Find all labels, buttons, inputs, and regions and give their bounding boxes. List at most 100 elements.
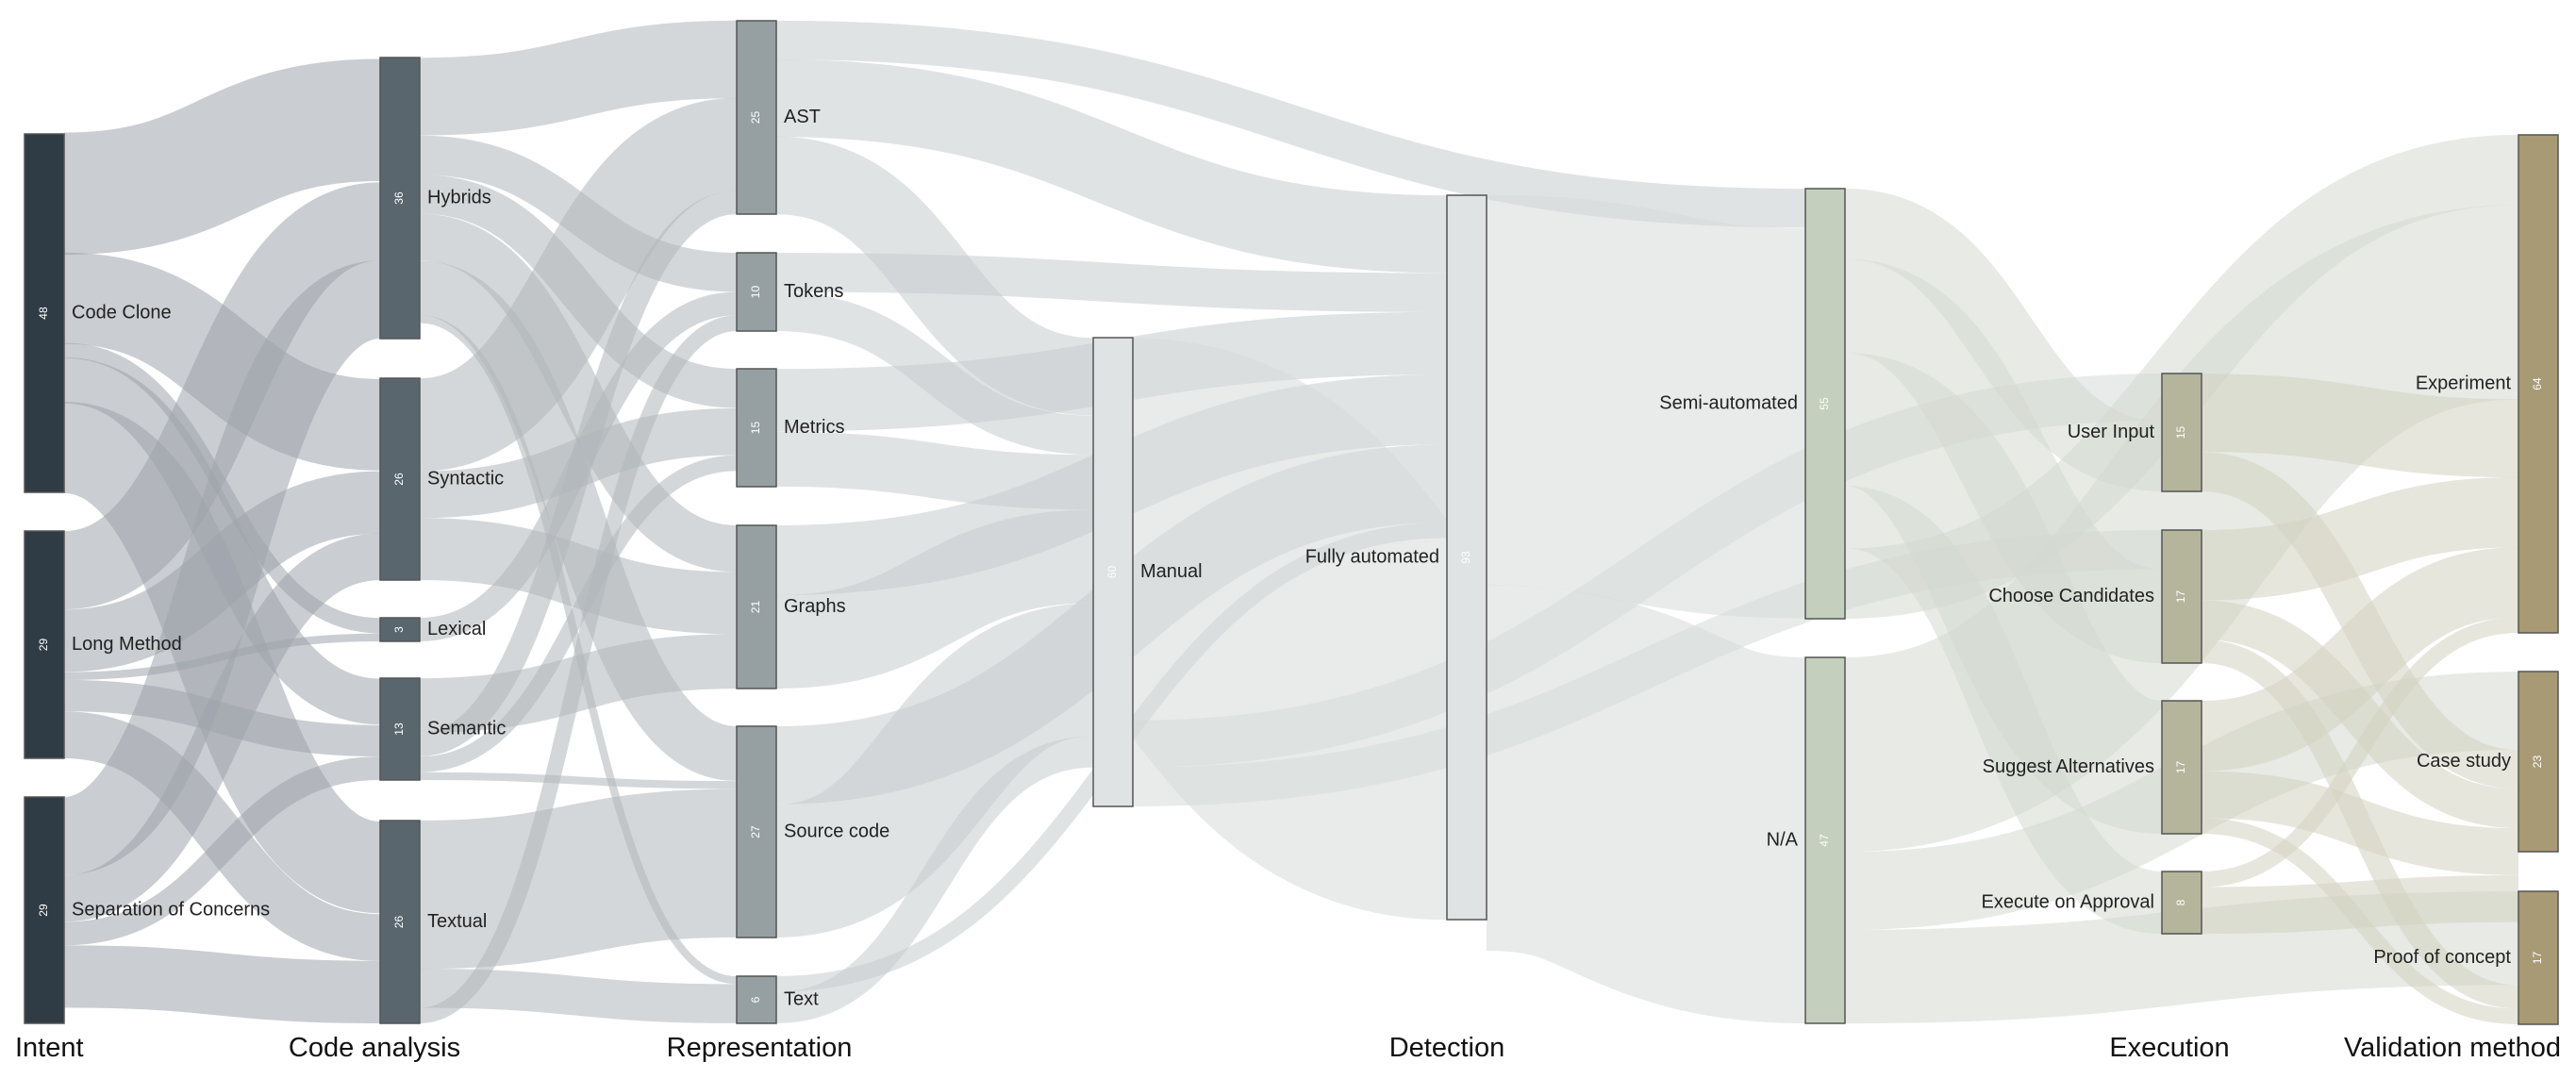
node-tokens[interactable]: 10 Tokens [736,252,843,332]
node-execute-on-approval[interactable]: 8 Execute on Approval [1982,871,2202,935]
node-bar-textual[interactable] [379,820,421,1024]
node-label-choose-candidates: Choose Candidates [1988,586,2154,606]
node-bar-lexical[interactable] [379,617,421,642]
node-label-text: Text [784,988,819,1009]
node-label-semantic: Semantic [427,718,506,739]
node-bar-semi-automated[interactable] [1804,188,1846,620]
node-value-metrics: 15 [749,422,762,435]
link-long-method-to-hybrids [60,182,384,610]
node-source-code[interactable]: 27 Source code [736,725,889,938]
node-bar-source-code[interactable] [736,725,777,938]
node-metrics[interactable]: 15 Metrics [736,368,844,488]
node-bar-metrics[interactable] [736,368,777,488]
node-bar-syntactic[interactable] [379,377,421,581]
node-fully-automated[interactable]: 93 Fully automated [1305,194,1487,921]
link-ast-to-semi-automated [775,20,1806,228]
node-textual[interactable]: 26 Textual [379,820,487,1024]
node-code-clone[interactable]: 48 Code Clone [24,133,172,493]
node-bar-semantic[interactable] [379,677,421,781]
link-soc-to-hybrids [59,260,385,875]
node-bar-tokens[interactable] [736,252,777,332]
node-bar-experiment[interactable] [2518,134,2559,634]
node-value-long-method: 29 [37,639,50,652]
node-bar-hybrids[interactable] [379,57,421,340]
stage-label-3: Detection [1389,1033,1505,1063]
node-na[interactable]: 47 N/A [1767,656,1846,1024]
node-soc[interactable]: 29 Separation of Concerns [24,796,270,1024]
node-value-source-code: 27 [749,825,762,838]
node-semantic[interactable]: 13 Semantic [379,677,506,781]
node-long-method[interactable]: 29 Long Method [24,530,182,759]
link-suggest-alternatives-to-experiment [2200,547,2520,772]
node-bar-na[interactable] [1804,656,1846,1024]
node-value-semi-automated: 55 [1818,397,1831,410]
node-graphs[interactable]: 21 Graphs [736,524,846,689]
link-soc-to-textual [63,945,381,1024]
link-hybrids-to-ast [419,20,738,136]
node-hybrids[interactable]: 36 Hybrids [379,57,491,340]
node-semi-automated[interactable]: 55 Semi-automated [1659,188,1846,620]
node-ast[interactable]: 25 AST [736,20,821,215]
node-value-graphs: 21 [749,601,762,614]
link-syntactic-to-graphs [419,518,738,635]
node-value-ast: 25 [749,111,762,124]
node-bar-text[interactable] [736,975,777,1024]
node-label-user-input: User Input [2068,422,2155,442]
link-soc-to-semantic [63,756,381,946]
node-label-fully-automated: Fully automated [1305,546,1439,567]
node-bar-graphs[interactable] [736,524,777,689]
node-bar-choose-candidates[interactable] [2161,529,2202,664]
node-bar-user-input[interactable] [2161,373,2202,492]
node-value-manual: 60 [1105,566,1119,579]
node-label-experiment: Experiment [2416,373,2512,393]
node-value-suggest-alternatives: 17 [2174,761,2187,774]
node-bar-ast[interactable] [736,20,777,215]
node-bar-long-method[interactable] [24,530,65,759]
nodes-layer: 48 Code Clone 29 Long Method 29 Separation of… [24,20,2559,1025]
node-label-source-code: Source code [784,821,889,841]
node-choose-candidates[interactable]: 17 Choose Candidates [1988,529,2202,664]
node-value-fully-automated: 93 [1459,551,1472,564]
node-value-lexical: 3 [392,626,406,633]
node-bar-manual[interactable] [1092,337,1134,807]
node-bar-suggest-alternatives[interactable] [2161,700,2202,835]
node-label-long-method: Long Method [72,634,182,655]
node-value-semantic: 13 [392,722,406,736]
node-bar-fully-automated[interactable] [1446,194,1487,921]
node-bar-proof-of-concept[interactable] [2518,890,2559,1025]
stage-label-1: Code analysis [289,1033,460,1063]
link-semantic-to-source-code [419,772,738,789]
node-experiment[interactable]: 64 Experiment [2416,134,2559,634]
node-user-input[interactable]: 15 User Input [2068,373,2202,492]
node-value-tokens: 10 [749,286,762,299]
link-tokens-to-fully-automated [775,253,1448,312]
node-value-hybrids: 36 [392,191,406,205]
node-label-semi-automated: Semi-automated [1659,392,1798,413]
node-lexical[interactable]: 3 Lexical [379,617,486,642]
node-suggest-alternatives[interactable]: 17 Suggest Alternatives [1983,700,2202,835]
node-bar-code-clone[interactable] [24,133,65,493]
node-text[interactable]: 6 Text [736,975,819,1024]
link-text-to-manual [775,736,1094,1023]
node-case-study[interactable]: 23 Case study [2417,671,2559,853]
link-user-input-to-experiment [2201,374,2519,478]
node-bar-case-study[interactable] [2518,671,2559,853]
node-manual[interactable]: 60 Manual [1092,337,1203,807]
node-bar-execute-on-approval[interactable] [2161,871,2202,935]
node-label-metrics: Metrics [784,417,844,438]
link-execute-on-approval-to-experiment [2201,617,2519,888]
link-fully-automated-to-semi-automated [1485,194,1807,619]
link-code-clone-to-hybrids [63,58,381,256]
node-syntactic[interactable]: 26 Syntactic [379,377,504,581]
node-label-graphs: Graphs [784,596,846,617]
link-hybrids-to-source-code [417,260,740,782]
node-label-syntactic: Syntactic [427,468,504,489]
link-suggest-alternatives-to-case-study [2201,771,2519,875]
node-bar-soc[interactable] [24,796,65,1024]
node-proof-of-concept[interactable]: 17 Proof of concept [2373,890,2559,1025]
node-label-ast: AST [784,107,821,127]
node-label-case-study: Case study [2417,751,2511,772]
node-value-soc: 29 [37,904,50,917]
node-label-proof-of-concept: Proof of concept [2373,947,2511,968]
